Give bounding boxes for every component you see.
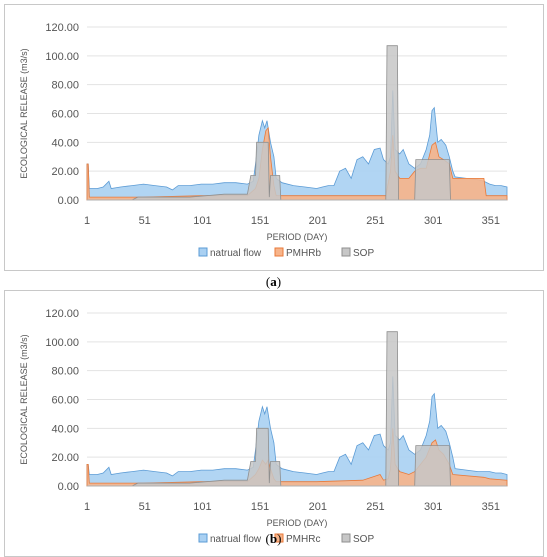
legend-swatch-b-2 (341, 533, 351, 543)
y-tick-label-b-3: 60.00 (51, 395, 79, 407)
x-tick-label-a-2: 101 (193, 215, 211, 227)
x-tick-label-a-4: 201 (309, 215, 327, 227)
x-axis-title-a: PERIOD (DAY) (267, 232, 328, 242)
x-tick-label-b-2: 101 (193, 501, 211, 513)
x-tick-label-b-6: 301 (424, 501, 442, 513)
x-tick-label-b-5: 251 (366, 501, 384, 513)
legend-label-a-2: SOP (353, 248, 374, 259)
x-tick-label-b-1: 51 (139, 501, 151, 513)
caption-a-close: ) (276, 274, 282, 289)
caption-b-letter: b (269, 531, 278, 546)
legend-swatch-a-2 (341, 247, 351, 257)
y-tick-label-a-2: 40.00 (51, 137, 79, 149)
y-tick-label-a-4: 80.00 (51, 80, 79, 92)
chart-frame-a: 0.00 20.00 40.00 60.00 80.00 100.00 120.00 1 51 1… (4, 4, 544, 271)
legend-swatch-a-0 (198, 247, 208, 257)
y-axis-title-a: ECOLOGICAL RELEASE (m3/s) (19, 48, 29, 178)
y-axis-title-b: ECOLOGICAL RELEASE (m3/s) (19, 334, 29, 464)
caption-b-open: ( (265, 531, 270, 546)
x-tick-label-a-6: 301 (424, 215, 442, 227)
x-tick-label-b-3: 151 (251, 501, 269, 513)
y-tick-label-b-5: 100.00 (45, 337, 79, 349)
y-tick-label-a-6: 120.00 (45, 22, 79, 34)
x-tick-label-a-5: 251 (366, 215, 384, 227)
y-tick-label-b-6: 120.00 (45, 308, 79, 320)
caption-b: (b) (0, 531, 547, 547)
y-tick-label-a-5: 100.00 (45, 51, 79, 63)
series-area-b-0 (86, 376, 508, 487)
legend-label-b-0: natrual flow (210, 534, 262, 545)
x-tick-label-a-7: 351 (482, 215, 500, 227)
series-area-a-2 (87, 45, 507, 201)
y-tick-label-b-2: 40.00 (51, 423, 79, 435)
legend-label-a-1: PMHRb (286, 248, 321, 259)
caption-a: (a) (0, 274, 547, 290)
series-area-b-2 (87, 331, 507, 487)
y-tick-label-a-0: 0.00 (58, 195, 79, 207)
legend-swatch-b-1 (274, 533, 284, 543)
x-tick-label-a-3: 151 (251, 215, 269, 227)
y-tick-label-a-1: 20.00 (51, 166, 79, 178)
y-tick-label-b-0: 0.00 (58, 481, 79, 493)
caption-b-close: ) (277, 531, 282, 546)
legend-swatch-b-0 (198, 533, 208, 543)
x-axis-title-b: PERIOD (DAY) (267, 518, 328, 528)
caption-a-letter: a (270, 274, 277, 289)
caption-a-open: ( (265, 274, 271, 289)
y-tick-label-a-3: 60.00 (51, 109, 79, 121)
series-area-a-0 (86, 90, 508, 201)
legend-swatch-a-1 (274, 247, 284, 257)
y-tick-label-b-4: 80.00 (51, 366, 79, 378)
chart-frame-b: 0.00 20.00 40.00 60.00 80.00 100.00 120.00 1 51 1… (4, 290, 544, 557)
legend-label-a-0: natrual flow (210, 248, 262, 259)
x-tick-label-b-0: 1 (84, 501, 90, 513)
legend-label-b-2: SOP (353, 534, 374, 545)
legend-label-b-1: PMHRc (286, 534, 320, 545)
x-tick-label-b-4: 201 (309, 501, 327, 513)
x-tick-label-a-1: 51 (139, 215, 151, 227)
x-tick-label-b-7: 351 (482, 501, 500, 513)
x-tick-label-a-0: 1 (84, 215, 90, 227)
y-tick-label-b-1: 20.00 (51, 452, 79, 464)
